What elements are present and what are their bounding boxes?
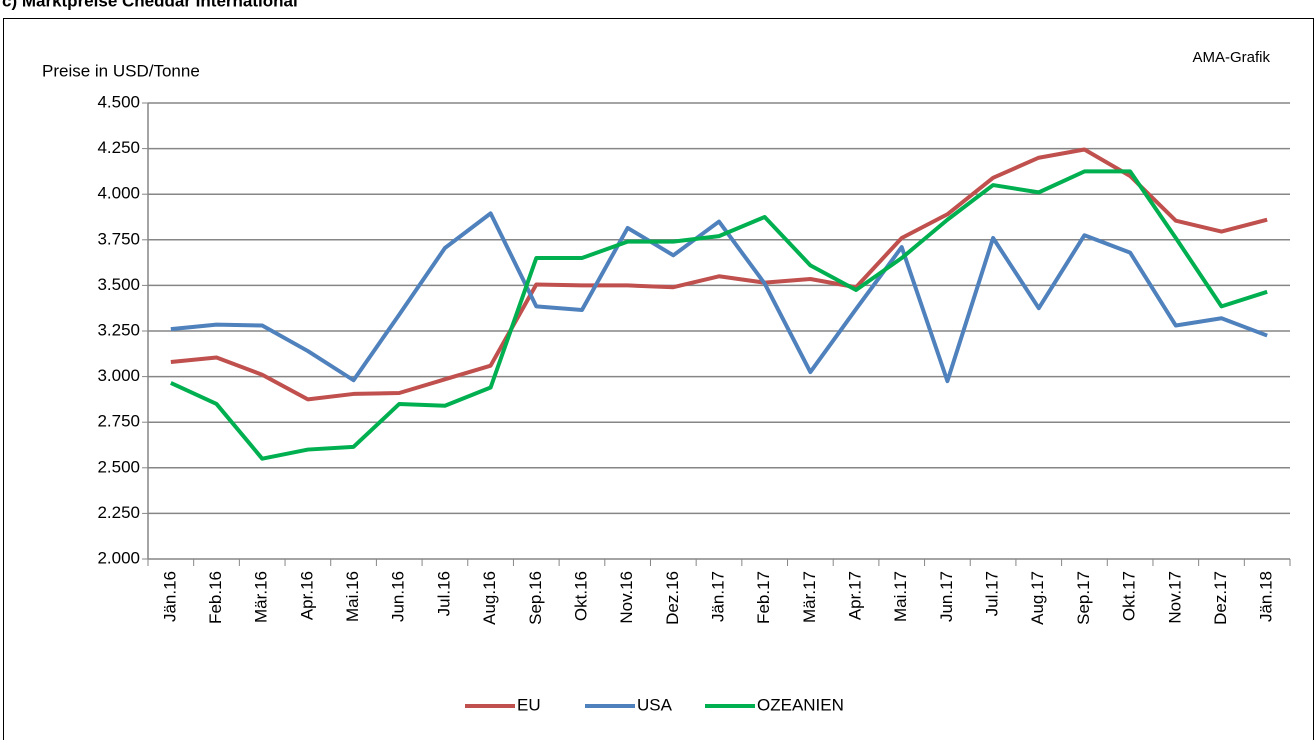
legend-label: USA — [637, 695, 673, 714]
x-tick-label: Jul.17 — [983, 571, 1002, 616]
x-tick-label: Feb.17 — [754, 571, 773, 624]
y-tick-label: 4.250 — [97, 138, 140, 157]
x-tick-label: Dez.17 — [1211, 571, 1230, 625]
x-tick-label: Nov.16 — [617, 571, 636, 624]
x-tick-label: Okt.16 — [571, 571, 590, 621]
x-tick-label: Okt.17 — [1120, 571, 1139, 621]
y-tick-label: 4.000 — [97, 184, 140, 203]
y-tick-label: 3.250 — [97, 320, 140, 339]
x-tick-label: Dez.16 — [663, 571, 682, 625]
y-tick-label: 3.500 — [97, 275, 140, 294]
x-tick-label: Mai.16 — [343, 571, 362, 622]
x-tick-label: Sep.16 — [526, 571, 545, 625]
y-tick-label: 2.250 — [97, 503, 140, 522]
x-tick-label: Jun.17 — [937, 571, 956, 622]
x-tick-label: Aug.16 — [480, 571, 499, 625]
x-tick-label: Nov.17 — [1165, 571, 1184, 624]
series-line — [170, 147, 1268, 402]
legend-label: OZEANIEN — [757, 695, 844, 714]
y-tick-label: 3.000 — [97, 366, 140, 385]
y-tick-label: 2.750 — [97, 412, 140, 431]
chart-border — [3, 18, 1314, 740]
x-tick-label: Jän.18 — [1257, 571, 1276, 622]
x-tick-label: Jän.16 — [160, 571, 179, 622]
x-tick-label: Aug.17 — [1028, 571, 1047, 625]
y-tick-label: 2.000 — [97, 548, 140, 567]
x-tick-label: Apr.16 — [297, 571, 316, 620]
y-tick-label: 2.500 — [97, 457, 140, 476]
x-tick-label: Mai.17 — [891, 571, 910, 622]
x-tick-label: Mär.17 — [800, 571, 819, 623]
x-tick-label: Sep.17 — [1074, 571, 1093, 625]
x-tick-label: Mär.16 — [252, 571, 271, 623]
x-tick-label: Jun.16 — [389, 571, 408, 622]
x-tick-label: Apr.17 — [846, 571, 865, 620]
x-tick-label: Jul.16 — [434, 571, 453, 616]
legend-label: EU — [517, 695, 541, 714]
x-tick-label: Jän.17 — [708, 571, 727, 622]
y-tick-label: 3.750 — [97, 229, 140, 248]
y-tick-label: 4.500 — [97, 92, 140, 111]
x-tick-label: Feb.16 — [206, 571, 225, 624]
annotation: AMA-Grafik — [1192, 49, 1270, 66]
series-line — [170, 169, 1268, 461]
series-line — [170, 211, 1268, 384]
chart-title: c) Marktpreise Cheddar International — [2, 0, 298, 10]
y-axis-label: Preise in USD/Tonne — [42, 61, 200, 80]
